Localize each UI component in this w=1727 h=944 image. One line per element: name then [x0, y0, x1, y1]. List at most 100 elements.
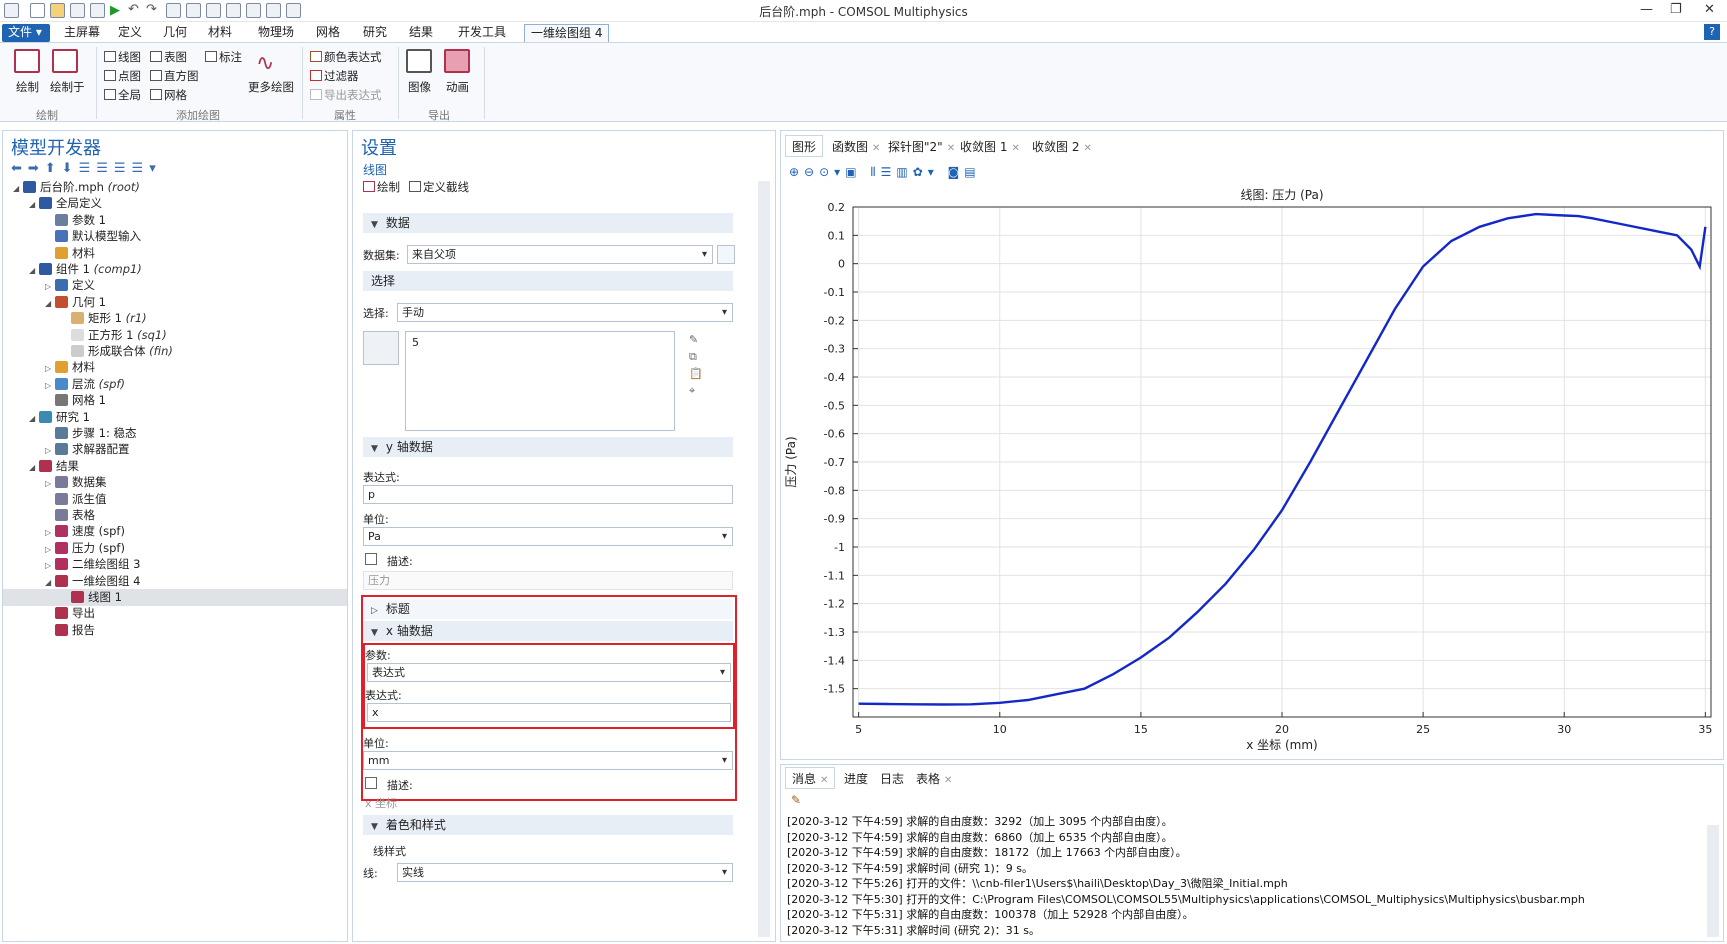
- close-tab-icon[interactable]: ✕: [872, 143, 881, 154]
- expand-icon[interactable]: ▷: [45, 446, 52, 456]
- messages-tab[interactable]: 消息 ✕: [785, 767, 836, 789]
- undo-icon[interactable]: ↶: [128, 2, 139, 17]
- tree-item[interactable]: 线图 1: [3, 589, 347, 606]
- tree-item[interactable]: 表格: [45, 507, 95, 524]
- x-expression-input[interactable]: x: [367, 703, 731, 722]
- y-description-input[interactable]: 压力: [363, 571, 733, 590]
- expand-icon[interactable]: ◢: [29, 266, 36, 275]
- close-icon[interactable]: ✕: [1704, 2, 1715, 17]
- selection-list[interactable]: 5: [405, 331, 675, 431]
- expand-icon[interactable]: ▷: [45, 282, 52, 292]
- close-tab-icon[interactable]: ✕: [944, 775, 953, 786]
- tree-item[interactable]: ▷ 材料: [45, 359, 95, 376]
- x-description-checkbox[interactable]: [365, 777, 377, 789]
- tree-item[interactable]: ▷ 压力 (spf): [45, 540, 125, 557]
- color-expression-button[interactable]: 颜色表达式: [310, 49, 382, 65]
- tree-item[interactable]: ◢ 后台阶.mph (root): [13, 179, 140, 196]
- tree-item[interactable]: 导出: [45, 605, 95, 622]
- tree-item[interactable]: ▷ 数据集: [45, 474, 107, 491]
- x-unit-select[interactable]: mm: [363, 751, 733, 770]
- save-as-icon[interactable]: [90, 3, 105, 18]
- y-expression-input[interactable]: p: [363, 485, 733, 504]
- new-file-icon[interactable]: [30, 3, 45, 18]
- y-description-checkbox[interactable]: [365, 553, 377, 565]
- tab-materials[interactable]: 材料: [208, 25, 233, 39]
- expand-icon[interactable]: ▷: [45, 528, 52, 538]
- graphics-tab[interactable]: 收敛图 2 ✕: [1025, 135, 1099, 157]
- tab-geometry[interactable]: 几何: [163, 25, 188, 39]
- more-plots-button[interactable]: 更多绘图: [248, 80, 294, 94]
- grid-icon[interactable]: [266, 3, 281, 18]
- tree-item[interactable]: ▷ 定义: [45, 277, 95, 294]
- filter-button[interactable]: 过滤器: [310, 68, 359, 84]
- plot-button[interactable]: 绘制: [16, 80, 39, 94]
- graphics-tab[interactable]: 图形: [785, 135, 824, 157]
- graphics-tab[interactable]: 探针图"2" ✕: [881, 135, 962, 157]
- messages-tab[interactable]: 表格 ✕: [909, 767, 959, 789]
- expand-icon[interactable]: ▷: [45, 544, 52, 554]
- mesh-button[interactable]: 网格: [150, 87, 187, 103]
- x-description-input[interactable]: x 坐标: [365, 797, 398, 810]
- tab-definitions[interactable]: 定义: [118, 25, 143, 39]
- tree-item[interactable]: ◢ 组件 1 (comp1): [29, 261, 142, 278]
- messages-tab[interactable]: 日志: [873, 767, 911, 789]
- close-tab-icon[interactable]: ✕: [946, 143, 956, 154]
- tab-home[interactable]: 主屏幕: [64, 25, 101, 39]
- close-tab-icon[interactable]: ✕: [1083, 143, 1092, 154]
- graphics-tab[interactable]: 函数图 ✕: [825, 135, 887, 157]
- dataset-select[interactable]: 来自父项: [407, 245, 713, 264]
- expand-icon[interactable]: ◢: [29, 200, 36, 210]
- activate-selection-icon[interactable]: [363, 331, 399, 365]
- tree-item[interactable]: ◢ 全局定义: [29, 195, 102, 212]
- paste-icon[interactable]: [186, 3, 201, 18]
- annotation-button[interactable]: 标注: [205, 49, 242, 65]
- expand-icon[interactable]: ◢: [45, 577, 52, 587]
- run-icon[interactable]: ▶: [110, 3, 120, 18]
- section-data[interactable]: ▼ 数据: [363, 213, 733, 233]
- select-icon[interactable]: [246, 3, 261, 18]
- section-x-data[interactable]: ▼ x 轴数据: [363, 621, 733, 641]
- messages-scrollbar[interactable]: [1707, 825, 1719, 937]
- selection-select[interactable]: 手动: [397, 303, 733, 322]
- point-graph-button[interactable]: 点图: [104, 68, 141, 84]
- selection-item[interactable]: 5: [412, 336, 419, 349]
- section-title[interactable]: ▷ 标题: [363, 599, 733, 619]
- minimize-icon[interactable]: —: [1640, 2, 1653, 17]
- expand-icon[interactable]: ◢: [45, 298, 52, 308]
- tab-file[interactable]: 文件 ▾: [2, 24, 50, 42]
- image-button[interactable]: 图像: [408, 80, 431, 94]
- tab-physics[interactable]: 物理场: [258, 25, 295, 39]
- section-y-data[interactable]: ▼ y 轴数据: [363, 437, 733, 457]
- tree-item[interactable]: 网格 1: [45, 392, 106, 409]
- x-parameter-select[interactable]: 表达式: [367, 663, 731, 682]
- selection-tools[interactable]: ✎ ⧉ 📋 ⌖: [689, 333, 703, 397]
- expand-icon[interactable]: ▷: [45, 561, 52, 571]
- tree-item[interactable]: ▷ 二维绘图组 3: [45, 556, 140, 573]
- copy-icon[interactable]: [166, 3, 181, 18]
- messages-tab[interactable]: 进度: [837, 767, 875, 789]
- close-tab-icon[interactable]: ✕: [1011, 143, 1020, 154]
- tree-item[interactable]: ▷ 求解器配置: [45, 441, 130, 458]
- open-folder-icon[interactable]: [50, 3, 65, 18]
- tab-results[interactable]: 结果: [409, 25, 434, 39]
- help-icon[interactable]: ?: [1704, 24, 1720, 40]
- tree-item[interactable]: 材料: [45, 245, 95, 262]
- tab-developer[interactable]: 开发工具: [458, 25, 507, 39]
- line-graph-button[interactable]: 线图: [104, 49, 141, 65]
- line-chart[interactable]: 5 10 15 20 25 30 35 0.2 0.1 0 -0.1 -0.2 -0.3 -0.4 -0.5…: [781, 187, 1721, 757]
- tree-item[interactable]: 形成联合体 (fin): [61, 343, 173, 360]
- tree-item[interactable]: ◢ 几何 1: [45, 294, 106, 311]
- export-expression-button[interactable]: 导出表达式: [310, 87, 382, 103]
- tab-mesh[interactable]: 网格: [316, 25, 341, 39]
- delete-icon[interactable]: [226, 3, 241, 18]
- tree-item[interactable]: 派生值: [45, 491, 107, 508]
- plot-in-button[interactable]: 绘制于: [50, 80, 85, 94]
- graphics-tab[interactable]: 收敛图 1 ✕: [953, 135, 1027, 157]
- expand-icon[interactable]: ▷: [45, 380, 52, 390]
- define-cut-line-button[interactable]: 定义截线: [409, 179, 469, 195]
- tree-item[interactable]: 参数 1: [45, 212, 106, 229]
- tree-item[interactable]: ◢ 研究 1: [29, 409, 90, 426]
- redo-icon[interactable]: ↷: [146, 2, 157, 17]
- tab-1d-plot-group[interactable]: 一维绘图组 4: [524, 24, 610, 44]
- global-button[interactable]: 全局: [104, 87, 141, 103]
